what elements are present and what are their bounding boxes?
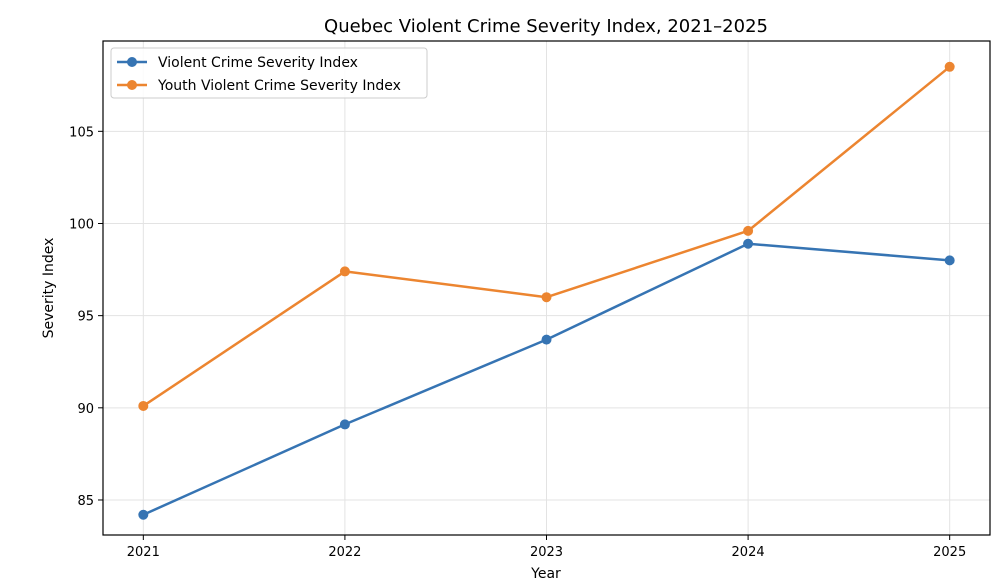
legend-box bbox=[110, 47, 428, 99]
x-axis-label: Year bbox=[530, 566, 561, 582]
legend-label: Violent Crime Severity Index bbox=[158, 55, 358, 71]
legend-swatch-marker bbox=[127, 80, 137, 90]
data-point bbox=[541, 292, 552, 303]
legend-label: Youth Violent Crime Severity Index bbox=[157, 78, 401, 94]
series-1 bbox=[138, 238, 955, 520]
x-tick-label: 2024 bbox=[732, 545, 765, 560]
grid-lines bbox=[103, 41, 990, 535]
data-point bbox=[339, 419, 350, 430]
y-tick-label: 105 bbox=[69, 125, 94, 140]
data-point bbox=[743, 225, 754, 236]
series-2 bbox=[138, 61, 955, 411]
data-point bbox=[138, 400, 149, 411]
x-tick-label: 2021 bbox=[127, 545, 160, 560]
legend: Violent Crime Severity Index Youth Violen… bbox=[110, 47, 428, 99]
x-tick-label: 2025 bbox=[933, 545, 966, 560]
data-point bbox=[944, 61, 955, 72]
y-tick-label: 95 bbox=[77, 310, 94, 325]
chart-title: Quebec Violent Crime Severity Index, 202… bbox=[324, 16, 768, 37]
data-point bbox=[541, 334, 552, 345]
series-layer bbox=[138, 61, 955, 520]
data-point bbox=[138, 509, 149, 520]
x-axis: 2021 2022 2023 2024 2025 bbox=[127, 535, 966, 560]
y-tick-label: 85 bbox=[77, 494, 94, 509]
y-tick-label: 90 bbox=[77, 402, 94, 417]
y-tick-label: 100 bbox=[69, 217, 94, 232]
legend-swatch-marker bbox=[127, 57, 137, 67]
y-axis-label: Severity Index bbox=[41, 238, 57, 339]
data-point bbox=[743, 238, 754, 249]
data-point bbox=[944, 255, 955, 266]
data-point bbox=[339, 266, 350, 277]
x-tick-label: 2023 bbox=[530, 545, 563, 560]
x-tick-label: 2022 bbox=[328, 545, 361, 560]
y-axis: 85 90 95 100 105 bbox=[69, 125, 103, 509]
